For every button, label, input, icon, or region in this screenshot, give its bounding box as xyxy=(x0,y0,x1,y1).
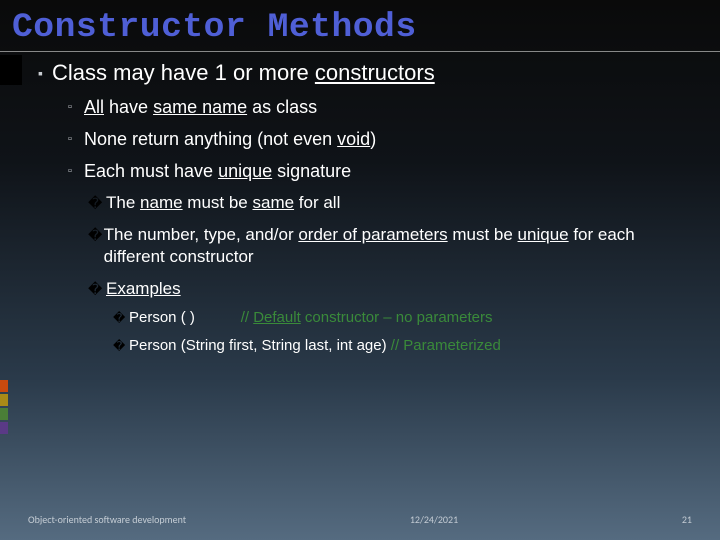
bullet-l3: � The number, type, and/or order of para… xyxy=(88,224,700,268)
code-frag: Person (String first, String last, int a… xyxy=(129,337,391,354)
text-underline: All xyxy=(84,97,104,117)
text-frag: constructor – no parameters xyxy=(301,309,493,326)
text-underline: constructors xyxy=(315,60,435,85)
code-frag: Person ( ) xyxy=(129,309,195,326)
text-frag: Each must have xyxy=(84,161,218,181)
bullet-marker-icon: � xyxy=(88,278,106,300)
bullet-text: Person ( ) // Default constructor – no p… xyxy=(129,308,493,328)
bullet-l3: � The name must be same for all xyxy=(88,192,700,214)
bullet-text: The number, type, and/or order of parame… xyxy=(104,224,700,268)
slide-content: ▪ Class may have 1 or more constructors … xyxy=(0,60,720,356)
bullet-l3: � Examples xyxy=(88,278,700,300)
bullet-text: Examples xyxy=(106,278,181,300)
text-underline: order of parameters xyxy=(298,225,447,244)
text-underline: unique xyxy=(218,161,272,181)
bullet-l1: ▪ Class may have 1 or more constructors xyxy=(38,60,700,86)
title-underline xyxy=(0,51,720,52)
accent-bar-3 xyxy=(0,408,8,420)
bullet-marker-icon: ▫ xyxy=(68,160,84,182)
bullet-marker-icon: � xyxy=(113,308,129,328)
text-frag: Class may have 1 or more xyxy=(52,60,315,85)
text-frag: must be xyxy=(183,193,253,212)
text-frag: The number, type, and/or xyxy=(104,225,299,244)
text-underline: Default xyxy=(253,309,301,326)
text-frag: // xyxy=(241,309,254,326)
text-frag: have xyxy=(104,97,153,117)
comment-frag: // Default constructor – no parameters xyxy=(241,309,493,326)
bullet-text: Person (String first, String last, int a… xyxy=(129,336,501,356)
text-underline: unique xyxy=(518,225,569,244)
bullet-l2: ▫ All have same name as class xyxy=(68,96,700,118)
footer-left: Object-oriented software development xyxy=(28,513,186,526)
text-frag: ) xyxy=(370,129,376,149)
bullet-l4: � Person ( ) // Default constructor – no… xyxy=(113,308,700,328)
accent-bar-2 xyxy=(0,394,8,406)
accent-bar-1 xyxy=(0,380,8,392)
bullet-marker-icon: ▫ xyxy=(68,96,84,118)
bullet-l4: � Person (String first, String last, int… xyxy=(113,336,700,356)
bullet-l2: ▫ None return anything (not even void) xyxy=(68,128,700,150)
bullet-text: Class may have 1 or more constructors xyxy=(52,60,435,86)
slide-footer: Object-oriented software development 12/… xyxy=(0,513,720,526)
text-frag: must be xyxy=(448,225,518,244)
bullet-marker-icon: � xyxy=(88,224,104,268)
bullet-marker-icon: � xyxy=(113,336,129,356)
bullet-text: Each must have unique signature xyxy=(84,160,351,182)
text-frag: as class xyxy=(247,97,317,117)
bullet-marker-icon: ▪ xyxy=(38,60,52,86)
comment-frag: // Parameterized xyxy=(391,337,501,354)
footer-page-number: 21 xyxy=(682,513,692,526)
bullet-marker-icon: ▫ xyxy=(68,128,84,150)
footer-date: 12/24/2021 xyxy=(410,513,458,526)
bullet-text: The name must be same for all xyxy=(106,192,340,214)
accent-bar-4 xyxy=(0,422,8,434)
text-frag: The xyxy=(106,193,140,212)
left-black-block xyxy=(0,55,22,85)
accent-bars xyxy=(0,380,8,436)
text-underline: name xyxy=(140,193,183,212)
text-frag: for all xyxy=(294,193,340,212)
text-underline: Examples xyxy=(106,279,181,298)
text-frag: signature xyxy=(272,161,351,181)
text-underline: same xyxy=(252,193,294,212)
slide-title: Constructor Methods xyxy=(0,0,720,51)
bullet-text: None return anything (not even void) xyxy=(84,128,376,150)
text-frag: None return anything (not even xyxy=(84,129,337,149)
bullet-l2: ▫ Each must have unique signature xyxy=(68,160,700,182)
text-underline: same name xyxy=(153,97,247,117)
slide-root: Constructor Methods ▪ Class may have 1 o… xyxy=(0,0,720,540)
text-underline: void xyxy=(337,129,370,149)
bullet-text: All have same name as class xyxy=(84,96,317,118)
bullet-marker-icon: � xyxy=(88,192,106,214)
